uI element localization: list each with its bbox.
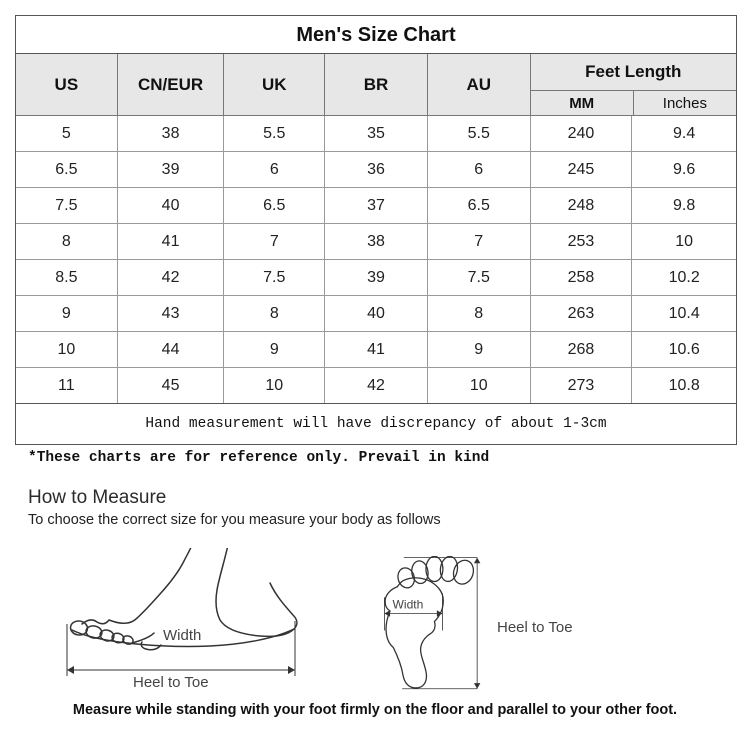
svg-text:Width: Width [392, 598, 423, 612]
svg-text:Width: Width [163, 627, 201, 644]
svg-text:Heel to Toe: Heel to Toe [133, 674, 209, 691]
